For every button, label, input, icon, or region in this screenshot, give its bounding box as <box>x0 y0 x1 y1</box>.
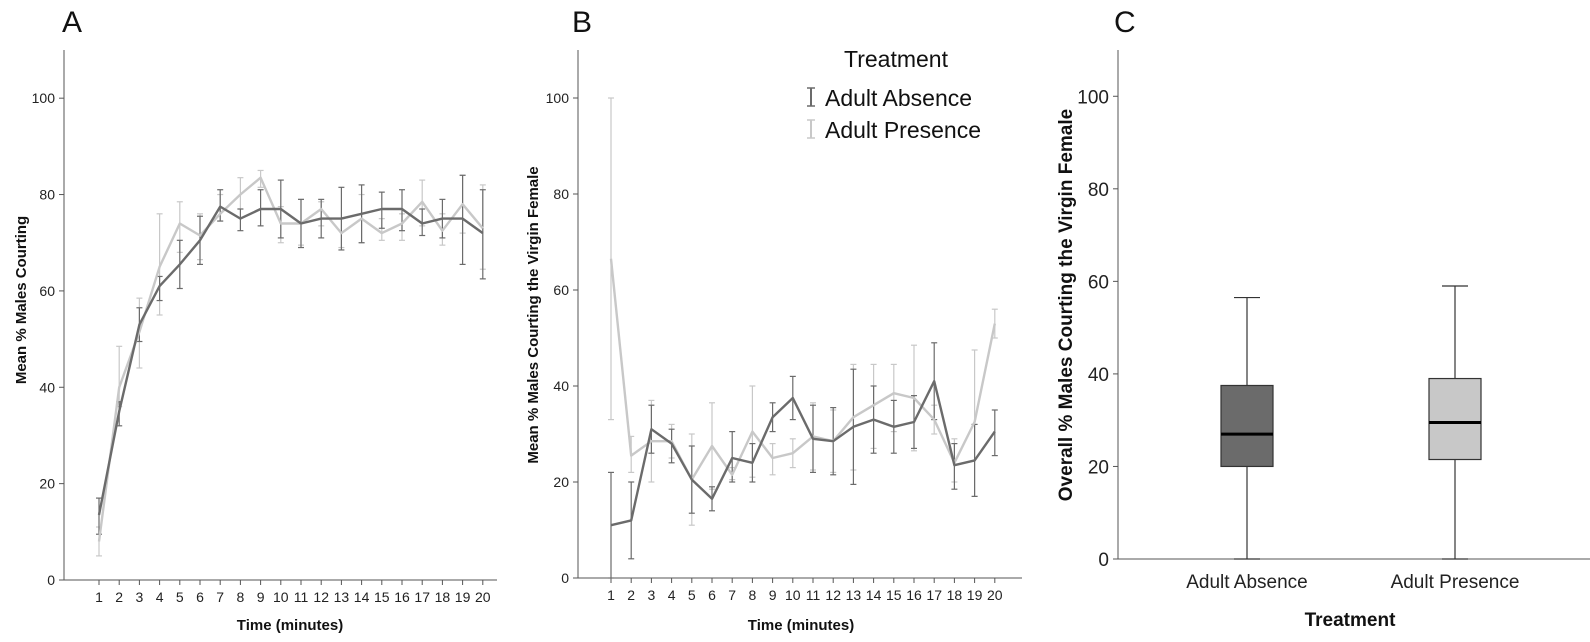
panel-c-y-tick-label: 20 <box>1088 457 1109 478</box>
panel-b-y-axis-title: Mean % Males Courting the Virgin Female <box>525 166 542 463</box>
panel-a-y-tick-label: 100 <box>32 90 56 106</box>
panel-a-y-axis-title: Mean % Males Courting <box>13 216 30 384</box>
panel-a-x-tick-label: 9 <box>257 589 265 605</box>
panel-b-x-tick-label: 4 <box>668 587 676 603</box>
panel-b-series <box>608 97 998 579</box>
panel-b-x-tick-label: 14 <box>866 587 882 603</box>
panel-b-x-tick-label: 11 <box>806 587 821 603</box>
panel-c-boxes <box>1220 285 1482 560</box>
panel-a-x-tick-label: 12 <box>313 589 329 605</box>
panel-a-y-tick-label: 60 <box>39 283 55 299</box>
panel-a-x-tick-label: 6 <box>196 589 204 605</box>
panel-b-x-tick-label: 10 <box>785 587 801 603</box>
panel-b-x-tick-label: 20 <box>987 587 1003 603</box>
legend-label-presence: Adult Presence <box>825 117 981 143</box>
panel-a-x-tick-label: 11 <box>294 589 309 605</box>
legend-title: Treatment <box>844 46 949 72</box>
panel-a-y-tick-label: 80 <box>39 187 55 203</box>
panel-a-x-tick-label: 8 <box>237 589 245 605</box>
panel-c-category-label-presence: Adult Presence <box>1391 572 1520 593</box>
panel-b-y-tick-label: 40 <box>553 378 569 394</box>
panel-b-x-tick-label: 18 <box>947 587 963 603</box>
panel-b-legend: Treatment Adult Absence Adult Presence <box>807 46 981 143</box>
panel-b-x-tick-label: 5 <box>688 587 696 603</box>
panel-letter-b: B <box>572 6 592 39</box>
legend-label-absence: Adult Absence <box>825 85 972 111</box>
panel-a-x-tick-label: 18 <box>435 589 451 605</box>
panel-c-y-axis-title: Overall % Males Courting the Virgin Fema… <box>1056 109 1077 501</box>
panel-a-x-tick-label: 1 <box>95 589 103 605</box>
panel-c-axes: 0 20 40 60 80 100 Adult Absence Adult Presence <box>1077 50 1590 593</box>
panel-c-box-absence <box>1220 384 1274 468</box>
panel-c-y-tick-label: 40 <box>1088 365 1109 386</box>
panel-a-x-tick-label: 13 <box>334 589 350 605</box>
panel-c-y-tick-label: 80 <box>1088 180 1109 201</box>
panel-a-series <box>96 169 486 557</box>
panel-b-x-tick-label: 15 <box>886 587 902 603</box>
panel-c-x-axis-title: Treatment <box>1305 610 1396 631</box>
panel-a-y-tick-label: 0 <box>47 572 55 588</box>
panel-b-y-tick-label: 60 <box>553 282 569 298</box>
panel-a-x-tick-label: 20 <box>475 589 491 605</box>
panel-a-line-presence <box>97 176 484 542</box>
panel-b-x-tick-label: 3 <box>648 587 656 603</box>
panel-b-y-tick-label: 0 <box>561 570 569 586</box>
panel-b-x-tick-label: 19 <box>967 587 983 603</box>
panel-a-x-tick-label: 19 <box>455 589 471 605</box>
panel-b-x-tick-label: 8 <box>749 587 757 603</box>
panel-b-x-tick-label: 9 <box>769 587 777 603</box>
panel-letter-c: C <box>1114 6 1136 39</box>
panel-b-y-tick-label: 80 <box>553 186 569 202</box>
panel-b-x-tick-label: 12 <box>825 587 841 603</box>
panel-c-box-presence <box>1428 377 1482 461</box>
panel-a-x-tick-label: 10 <box>273 589 289 605</box>
panel-b-y-tick-label: 20 <box>553 474 569 490</box>
panel-b-x-tick-label: 17 <box>926 587 942 603</box>
panel-b-x-tick-label: 7 <box>728 587 736 603</box>
panel-c-y-tick-label: 100 <box>1077 87 1109 108</box>
panel-b-x-tick-label: 6 <box>708 587 716 603</box>
panel-c-category-label-absence: Adult Absence <box>1186 572 1307 593</box>
panel-letter-a: A <box>62 6 82 39</box>
panel-a-x-tick-label: 2 <box>115 589 123 605</box>
panel-b-x-tick-label: 13 <box>846 587 862 603</box>
panel-b-line-presence <box>609 258 996 481</box>
panel-b-x-axis-title: Time (minutes) <box>748 617 854 634</box>
panel-a-x-tick-label: 7 <box>216 589 224 605</box>
panel-c-y-tick-label: 0 <box>1098 550 1109 571</box>
panel-a-x-tick-label: 14 <box>354 589 370 605</box>
panel-a-x-tick-label: 4 <box>156 589 164 605</box>
panel-a-x-tick-label: 3 <box>136 589 144 605</box>
panel-a-x-tick-label: 5 <box>176 589 184 605</box>
panel-a-x-axis-title: Time (minutes) <box>237 617 343 634</box>
panel-a-x-tick-label: 17 <box>414 589 430 605</box>
panel-b-line-absence <box>610 380 996 527</box>
panel-b-x-tick-label: 16 <box>906 587 922 603</box>
legend-swatch-absence <box>807 87 815 107</box>
panel-b-y-tick-label: 100 <box>546 90 570 106</box>
panel-a-line-absence <box>97 205 484 516</box>
panel-a-y-tick-label: 40 <box>39 379 55 395</box>
panel-b-x-tick-label: 2 <box>627 587 635 603</box>
legend-swatch-presence <box>807 119 815 139</box>
panel-a-y-tick-label: 20 <box>39 476 55 492</box>
panel-a-x-tick-label: 15 <box>374 589 390 605</box>
panel-b-x-tick-label: 1 <box>607 587 615 603</box>
panel-c-y-tick-label: 60 <box>1088 272 1109 293</box>
panel-a-x-tick-label: 16 <box>394 589 410 605</box>
